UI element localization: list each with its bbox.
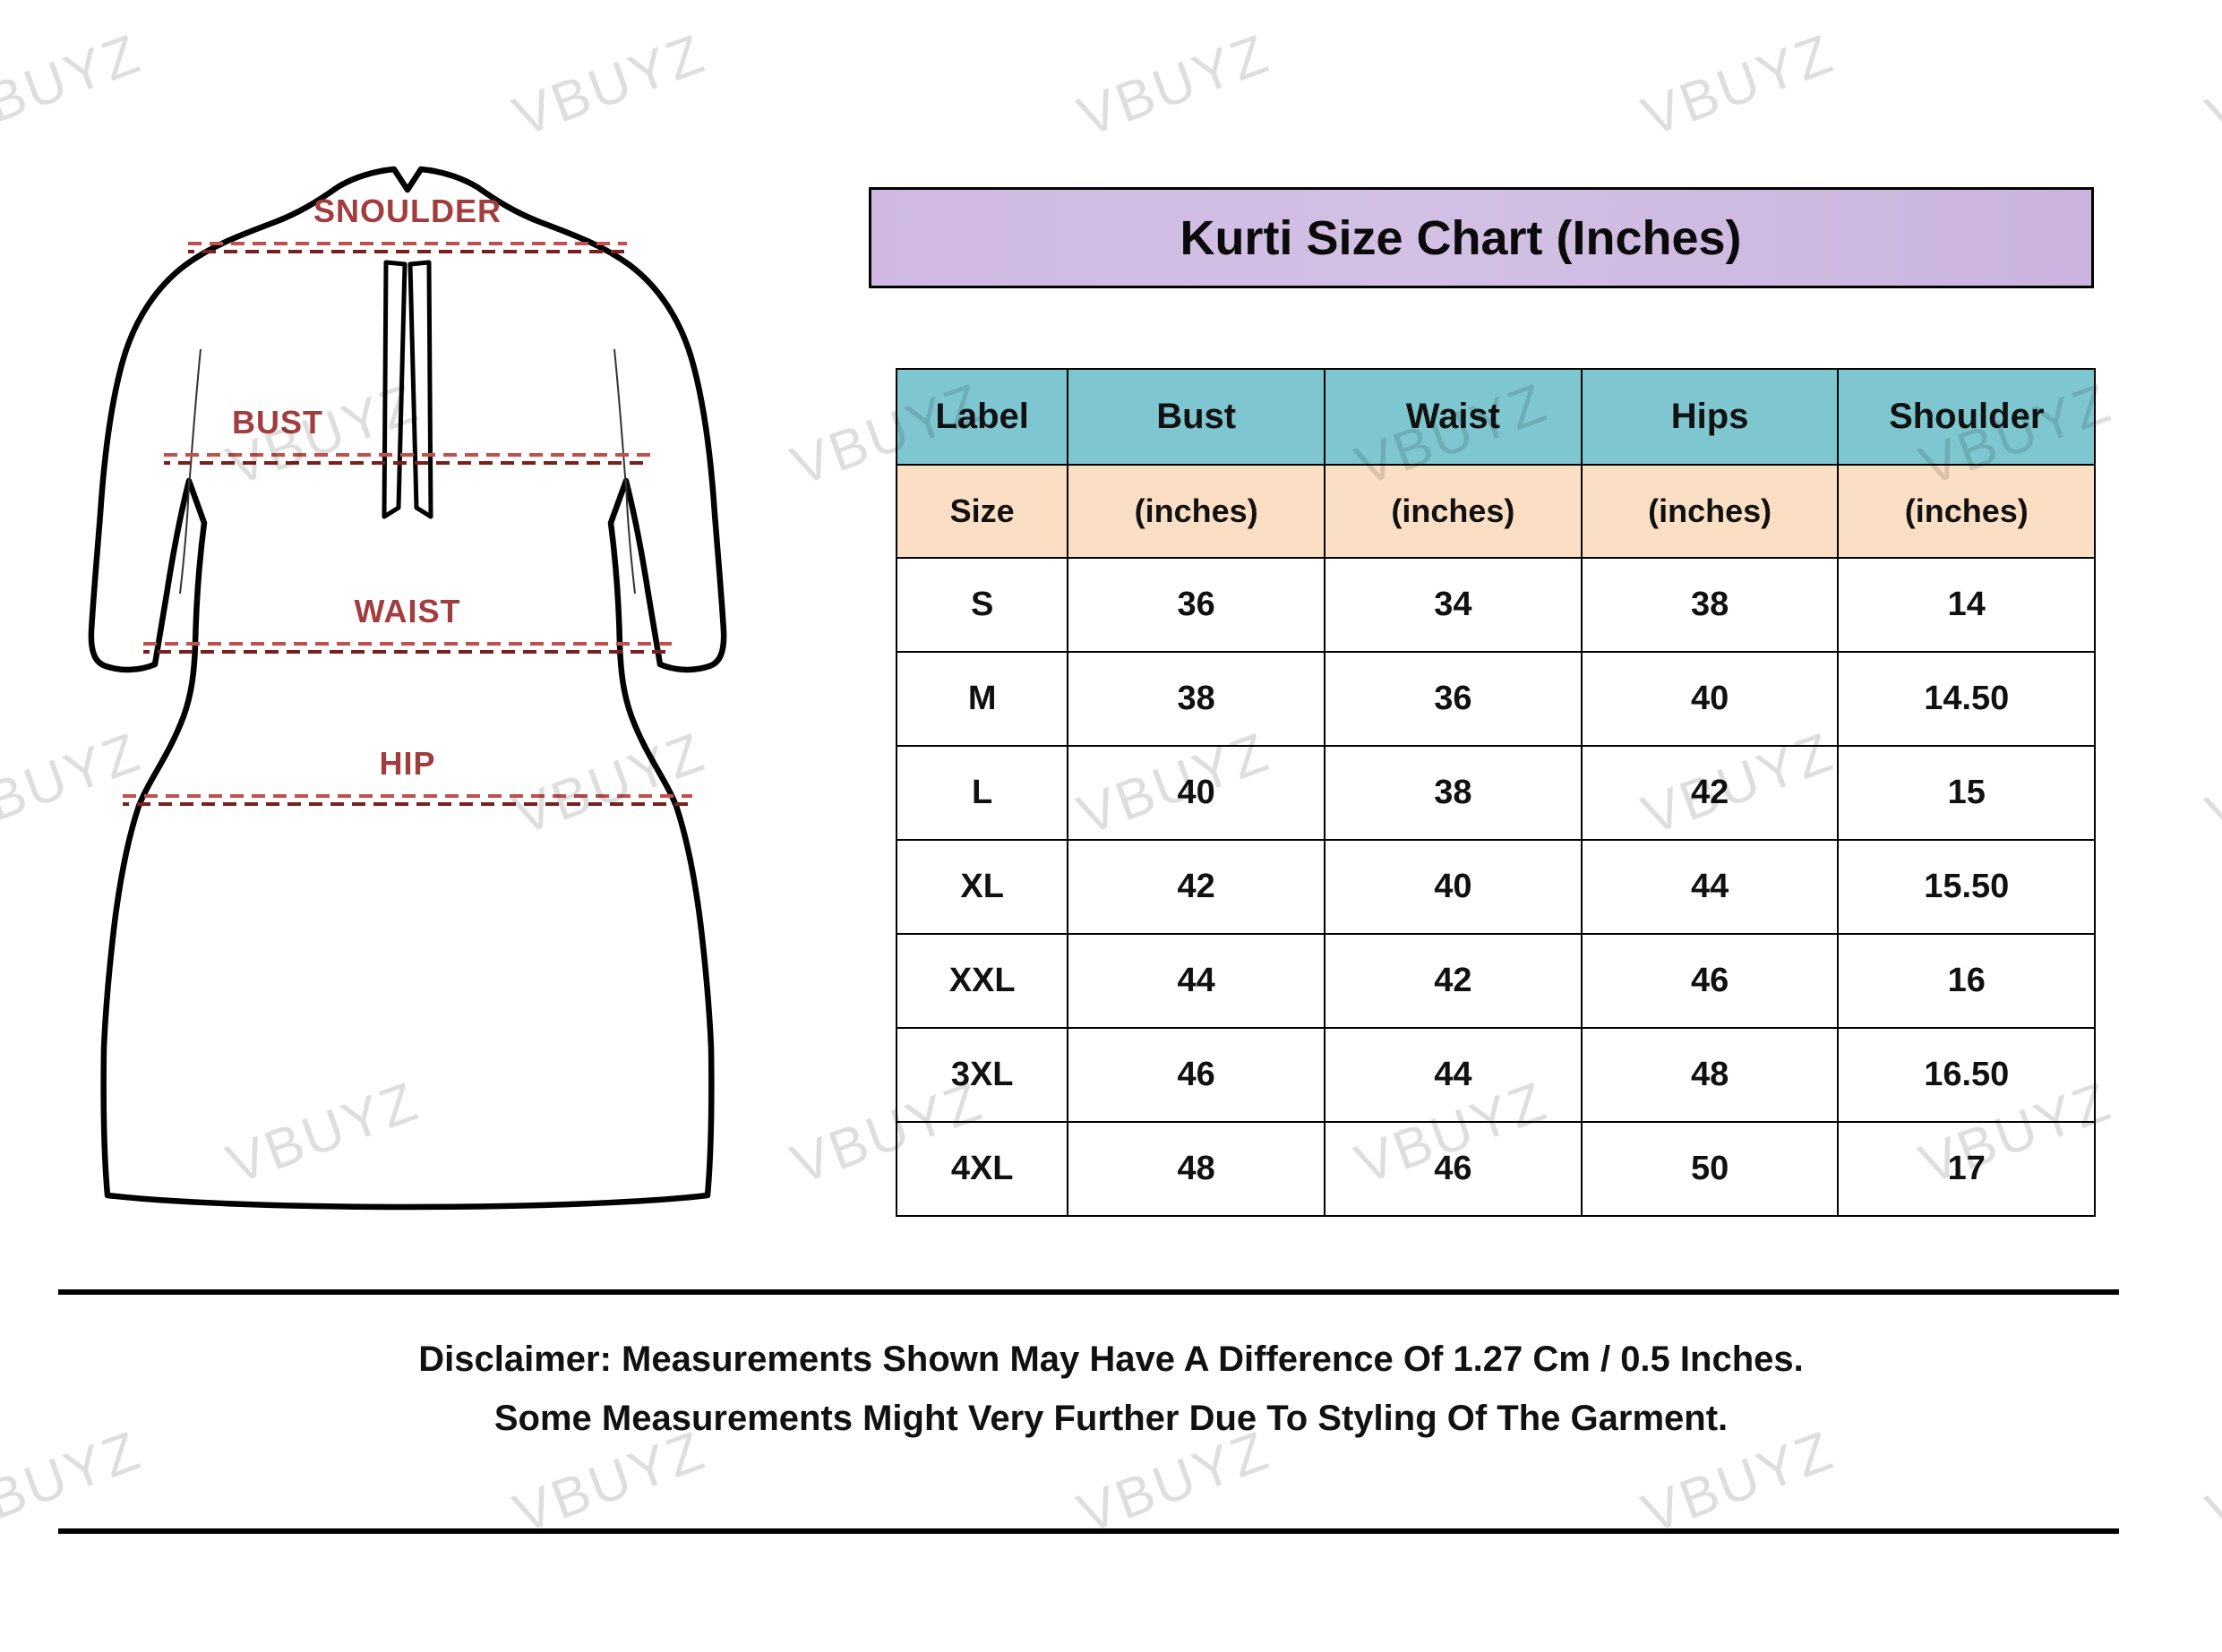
svg-text:HIP: HIP: [379, 745, 435, 782]
svg-text:WAIST: WAIST: [355, 593, 461, 629]
svg-text:BUST: BUST: [232, 404, 323, 441]
svg-text:SNOULDER: SNOULDER: [313, 193, 502, 229]
